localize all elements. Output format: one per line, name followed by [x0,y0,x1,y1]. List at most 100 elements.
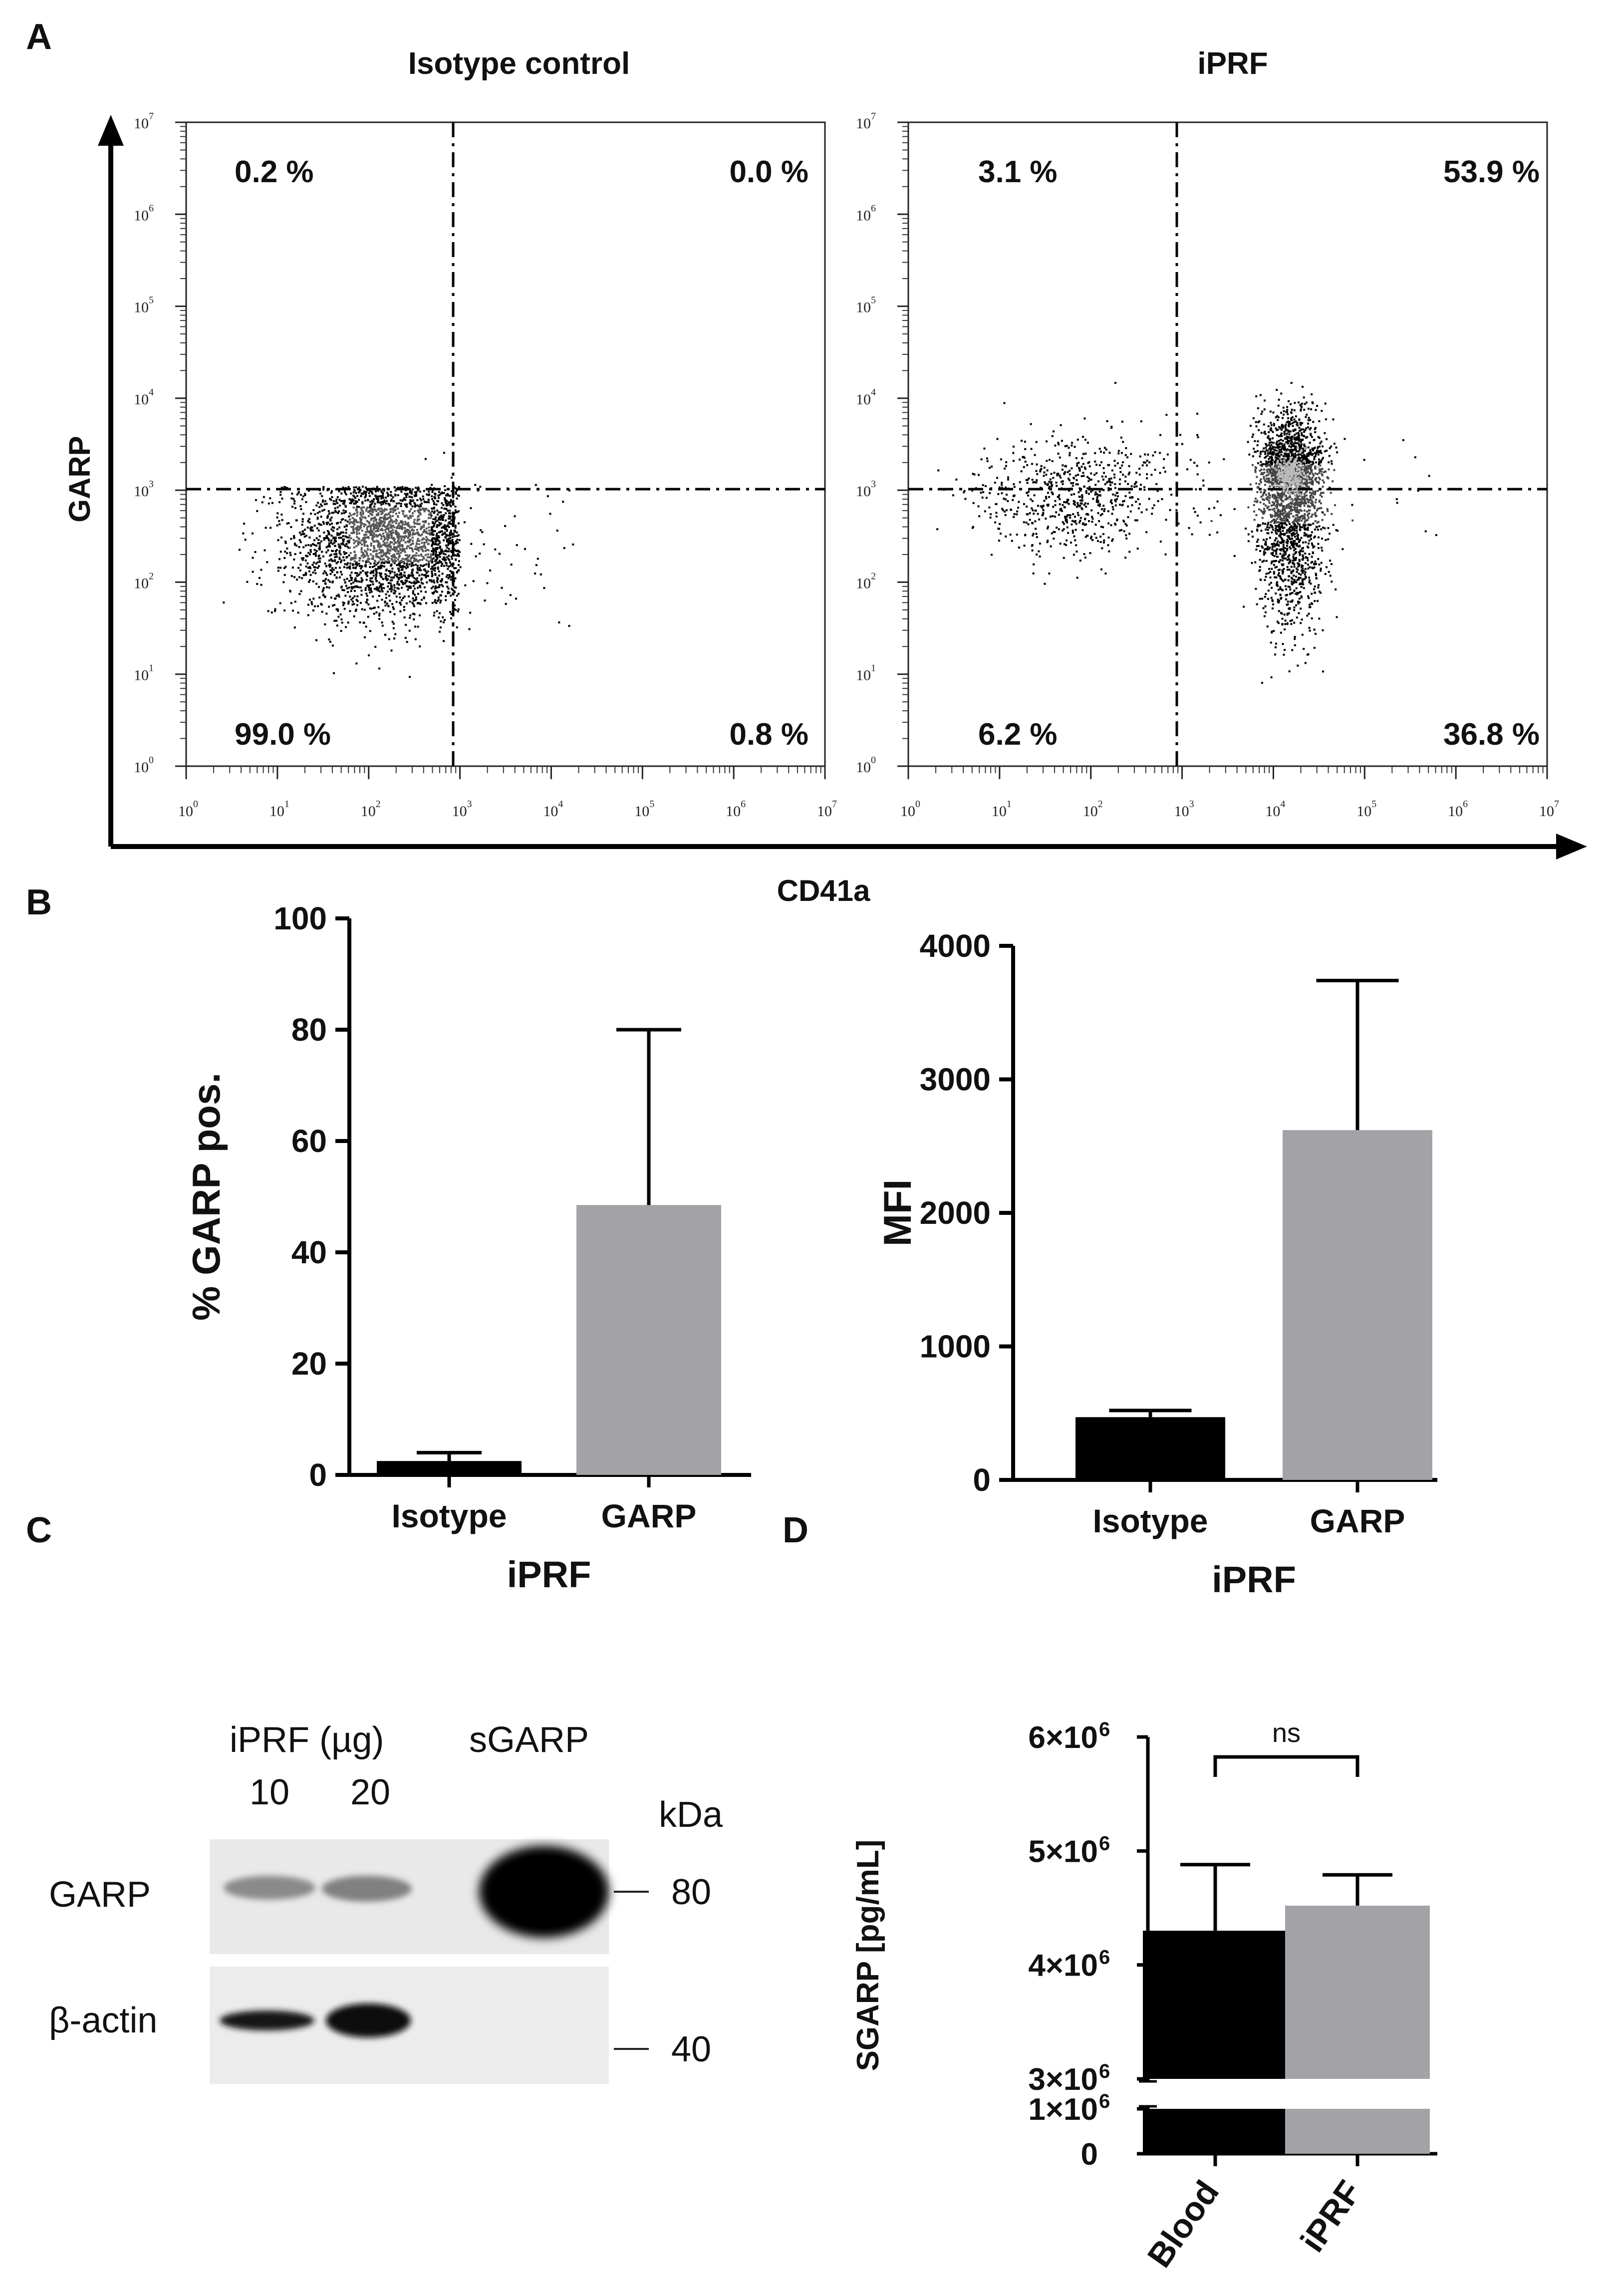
flow-event-dot [481,531,484,534]
flow-event-dot [329,640,331,643]
flow-event-dot [1085,523,1087,526]
flow-event-dot [309,567,312,570]
flow-event-dot [456,572,458,574]
flow-event-dot [323,537,325,540]
flow-event-dot [1311,447,1314,450]
flow-event-dot [352,528,355,530]
flow-event-dot [442,504,445,506]
flow-event-dot [381,494,384,497]
flow-event-dot [355,509,357,512]
flow-event-dot [1096,493,1098,496]
flow-event-dot [1315,573,1317,575]
flow-event-dot [444,497,446,499]
flow-event-dot [392,509,395,512]
flow-event-dot [415,487,417,489]
flow-event-dot [356,527,358,530]
flow-event-dot [1243,605,1245,608]
flow-event-dot [414,625,416,628]
flow-event-dot [1106,481,1108,484]
flow-event-dot [364,492,367,495]
flow-event-dot [1103,472,1105,474]
flow-event-dot [326,523,328,526]
flow-event-dot [1275,544,1278,547]
flow-event-dot [1111,540,1113,542]
flow-event-dot [283,609,286,612]
flow-event-dot [455,491,457,494]
flow-event-dot [1275,416,1277,419]
flow-event-dot [370,588,372,591]
flow-event-dot [306,562,309,565]
flow-event-dot [302,557,304,560]
flow-event-dot [415,581,418,584]
flow-event-dot [354,567,357,569]
flow-event-dot [1270,427,1272,430]
flow-event-dot [381,559,383,561]
flow-event-dot [1310,538,1312,541]
flow-event-dot [1272,603,1275,605]
flow-event-dot [336,624,338,627]
flow-event-dot [420,553,422,556]
flow-event-dot [361,510,364,512]
flow-event-dot [433,537,435,540]
flow-event-dot [1116,519,1118,522]
flow-event-dot [1279,541,1281,544]
flow-event-dot [1273,550,1275,552]
flow-event-dot [1018,546,1020,549]
flow-event-dot [1261,561,1264,563]
flow-event-dot [313,544,316,546]
flow-event-dot [404,532,406,535]
flow-event-dot [1265,497,1268,500]
flow-event-dot [381,528,383,530]
flow-event-dot [1318,617,1321,620]
flow-event-dot [377,544,379,547]
flow-event-dot [273,610,276,612]
flow-event-dot [425,536,428,538]
flow-event-dot [417,531,419,534]
flow-event-dot [353,595,356,597]
flow-event-dot [441,502,443,505]
flow-event-dot [366,598,368,601]
flow-event-dot [420,578,423,581]
flow-event-dot [1294,548,1297,550]
flow-event-dot [413,559,415,562]
flow-event-dot [1011,540,1013,542]
flow-event-dot [1306,557,1309,559]
flow-event-dot [335,498,338,501]
flow-event-dot [1264,484,1266,486]
flow-event-dot [445,526,447,529]
flow-event-dot [281,497,283,500]
flow-event-dot [1069,470,1071,472]
flow-event-dot [1020,470,1023,473]
flow-event-dot [985,497,988,499]
flow-event-dot [1023,503,1025,505]
flow-event-dot [333,539,336,542]
flow-event-dot [516,544,518,547]
flow-event-dot [1312,523,1315,525]
flow-event-dot [307,567,310,569]
flow-event-dot [400,520,403,523]
flow-event-dot [1282,554,1285,556]
flow-event-dot [379,510,382,513]
flow-event-dot [1076,512,1079,514]
flow-event-dot [368,522,371,525]
flow-event-dot [451,540,454,543]
flow-event-dot [357,521,359,524]
flow-event-dot [1162,467,1165,469]
flow-event-dot [318,560,321,563]
flow-event-dot [505,602,507,605]
flow-event-dot [442,558,444,561]
flow-event-dot [1328,571,1330,573]
flow-event-dot [1091,516,1093,518]
flow-event-dot [353,490,356,492]
flow-event-dot [256,510,259,512]
flow-event-dot [345,532,347,534]
flow-event-dot [1012,445,1015,448]
flow-event-dot [338,490,340,493]
flow-event-dot [324,563,326,565]
flow-event-dot [469,611,472,614]
flow-event-dot [416,520,419,522]
flow-event-dot [1283,557,1286,560]
flow-event-dot [1281,548,1283,551]
flow-event-dot [350,558,352,560]
flow-event-dot [355,531,358,533]
